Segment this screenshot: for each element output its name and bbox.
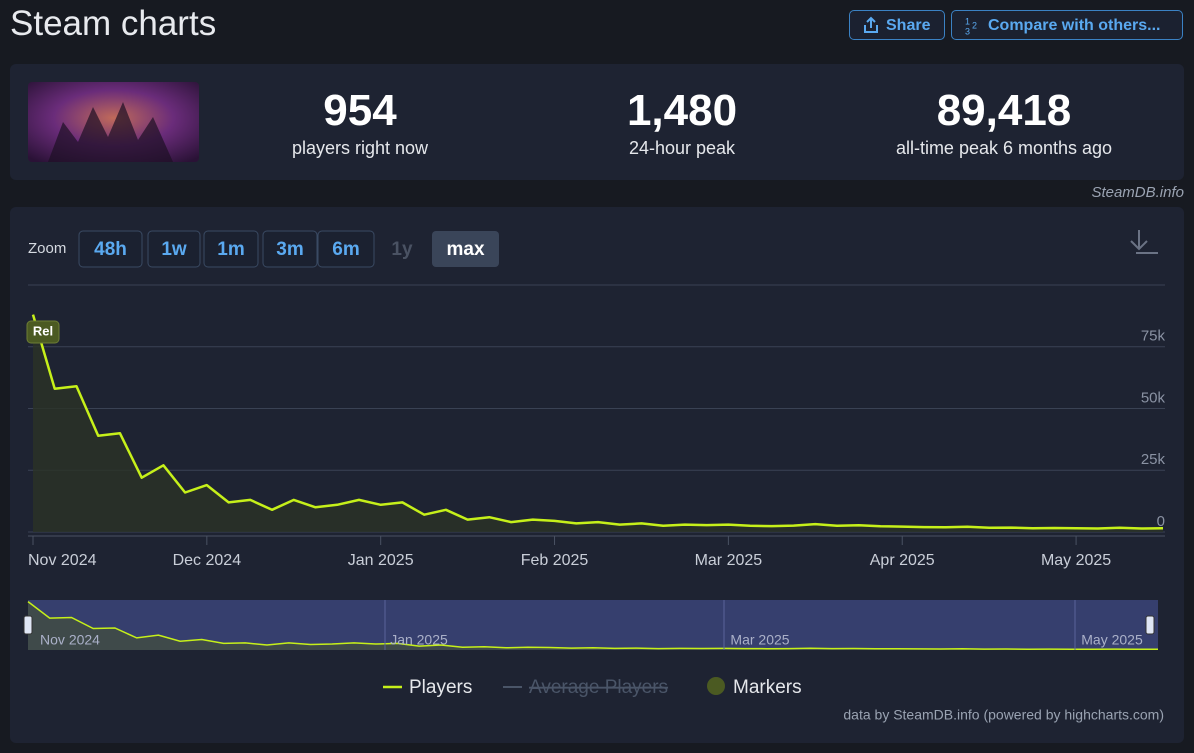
stat-label: 24-hour peak (628, 138, 736, 158)
navigator-label: Nov 2024 (40, 632, 100, 648)
svg-text:1: 1 (965, 16, 970, 26)
chart-panel (10, 207, 1184, 743)
y-tick-label: 50k (1141, 389, 1166, 406)
zoom-button[interactable] (262, 230, 318, 268)
zoom-button-label[interactable]: 6m (332, 239, 359, 260)
zoom-button[interactable] (147, 230, 201, 268)
y-tick-label: 75k (1141, 328, 1166, 345)
zoom-button-label: 1y (391, 239, 413, 260)
x-tick-label: May 2025 (1041, 552, 1111, 569)
x-tick-label: Jan 2025 (348, 552, 414, 569)
source-label: SteamDB.info (1091, 184, 1184, 201)
stat-value: 1,480 (626, 86, 738, 135)
zoom-button[interactable] (432, 231, 499, 267)
zoom-button-label[interactable]: 1w (161, 239, 187, 260)
marker-label: Rel (33, 323, 53, 338)
x-tick-label: Apr 2025 (870, 552, 935, 569)
stat-label: players right now (291, 138, 429, 158)
zoom-label: Zoom (28, 240, 66, 257)
zoom-button[interactable] (203, 230, 259, 268)
stats-panel (10, 64, 1184, 180)
x-tick-label: Nov 2024 (28, 552, 97, 569)
legend-label[interactable]: Markers (733, 677, 802, 698)
series-line (31, 314, 1164, 530)
navigator-label: May 2025 (1081, 632, 1143, 648)
svg-text:2: 2 (972, 20, 977, 30)
game-image (28, 82, 199, 162)
series-area (33, 314, 1163, 532)
navigator-area (28, 601, 1158, 650)
marker-flag (26, 320, 60, 344)
zoom-button[interactable] (78, 230, 143, 268)
x-tick-label: Mar 2025 (695, 552, 763, 569)
svg-text:3: 3 (965, 26, 970, 36)
navigator-label: Mar 2025 (730, 632, 789, 648)
share-icon (864, 16, 878, 33)
legend-label[interactable]: Average Players (529, 677, 668, 698)
y-tick-label: 25k (1141, 451, 1166, 468)
navigator-handle[interactable] (23, 615, 33, 635)
navigator-line (27, 601, 1158, 650)
stat-value: 89,418 (936, 86, 1072, 135)
stat-label: all-time peak 6 months ago (895, 138, 1113, 158)
zoom-button-label[interactable]: 3m (276, 239, 303, 260)
zoom-button[interactable] (317, 230, 375, 268)
stat-value: 954 (323, 86, 397, 135)
navigator-handle[interactable] (1145, 615, 1155, 635)
navigator-label: Jan 2025 (390, 632, 448, 648)
y-tick-label: 0 (1157, 513, 1165, 530)
compare-icon: 1 23 (965, 16, 977, 36)
download-icon[interactable] (1130, 230, 1158, 254)
zoom-button-label[interactable]: 1m (217, 239, 244, 260)
legend-label[interactable]: Players (409, 677, 472, 698)
page-title: Steam charts (10, 4, 217, 43)
legend-marker (707, 677, 725, 695)
zoom-button-label[interactable]: max (446, 239, 484, 260)
x-tick-label: Feb 2025 (521, 552, 589, 569)
share-button[interactable]: Share (849, 10, 945, 40)
x-tick-label: Dec 2024 (173, 552, 242, 569)
credits: data by SteamDB.info (powered by highcha… (843, 707, 1164, 723)
zoom-button-label[interactable]: 48h (94, 239, 127, 260)
share-label: Share (886, 17, 931, 34)
compare-label: Compare with others... (988, 17, 1161, 34)
compare-button[interactable]: Compare with others... (951, 10, 1183, 40)
